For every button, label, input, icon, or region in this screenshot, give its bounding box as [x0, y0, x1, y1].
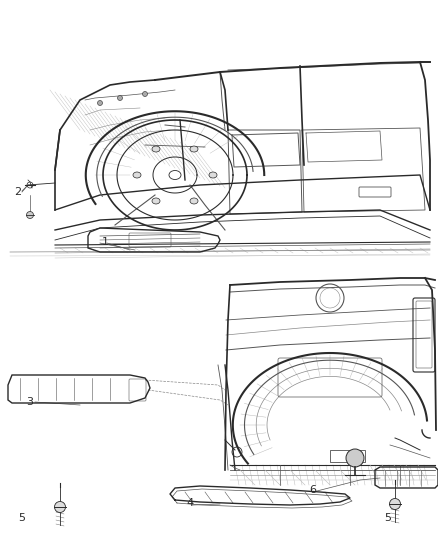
Circle shape — [142, 92, 148, 96]
Text: 2: 2 — [14, 187, 21, 197]
Text: 4: 4 — [187, 498, 194, 508]
Text: 5: 5 — [385, 513, 392, 523]
Text: 6: 6 — [310, 485, 317, 495]
Text: 3: 3 — [27, 397, 33, 407]
Ellipse shape — [133, 172, 141, 178]
Text: 1: 1 — [102, 237, 109, 247]
Circle shape — [98, 101, 102, 106]
Circle shape — [346, 449, 364, 467]
Ellipse shape — [190, 146, 198, 152]
Ellipse shape — [190, 198, 198, 204]
Circle shape — [117, 95, 123, 101]
Text: 5: 5 — [18, 513, 25, 523]
Circle shape — [389, 498, 400, 510]
Ellipse shape — [209, 172, 217, 178]
Circle shape — [27, 212, 33, 219]
Circle shape — [54, 502, 66, 513]
Ellipse shape — [152, 198, 160, 204]
Ellipse shape — [152, 146, 160, 152]
